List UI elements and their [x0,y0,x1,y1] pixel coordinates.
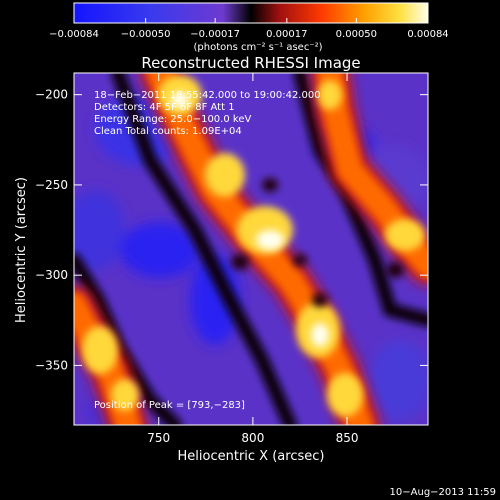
heatmap-image [74,73,428,425]
x-tick-label: 750 [147,431,170,445]
clean-counts-text: Clean Total counts: 1.09E+04 [94,126,242,137]
colorbar-ticks: −0.00084 −0.00050 −0.00017 0.00017 0.00050 0.… [49,18,449,40]
y-axis-label: Heliocentric Y (arcsec) [14,177,29,323]
y-tick-label: −250 [35,178,68,192]
colorbar-tick-label: −0.00084 [49,29,99,40]
plot-title: Reconstructed RHESSI Image [141,54,360,72]
colorbar-tick-label: 0.00050 [336,29,377,40]
colorbar-unit-label: (photons cm⁻² s⁻¹ asec⁻²) [193,42,322,53]
detectors-text: Detectors: 4F 5F 6F 8F Att 1 [94,102,235,113]
colorbar-tick-label: 0.00084 [407,29,448,40]
x-tick-label: 850 [336,431,359,445]
energy-range-text: Energy Range: 25.0−100.0 keV [94,114,251,125]
peak-position-text: Position of Peak = [793,−283] [94,400,245,411]
time-range-text: 18−Feb−2011 18:55:42.000 to 19:00:42.000 [94,90,321,101]
y-tick-label: −350 [35,358,68,372]
colorbar-tick-label: −0.00050 [121,29,171,40]
colorbar [73,2,429,24]
x-axis-ticks: 750 800 850 [147,73,358,445]
y-axis-ticks: −200 −250 −300 −350 [35,88,428,372]
plot-frame [73,72,429,426]
y-tick-label: −200 [35,88,68,102]
annotations: 18−Feb−2011 18:55:42.000 to 19:00:42.000… [94,90,321,411]
x-tick-label: 800 [241,431,264,445]
colorbar-tick-label: 0.00017 [266,29,307,40]
y-tick-label: −300 [35,268,68,282]
colorbar-tick-label: −0.00017 [190,29,240,40]
x-axis-label: Heliocentric X (arcsec) [178,449,325,464]
footer-date: 10−Aug−2013 11:59 [390,487,496,498]
